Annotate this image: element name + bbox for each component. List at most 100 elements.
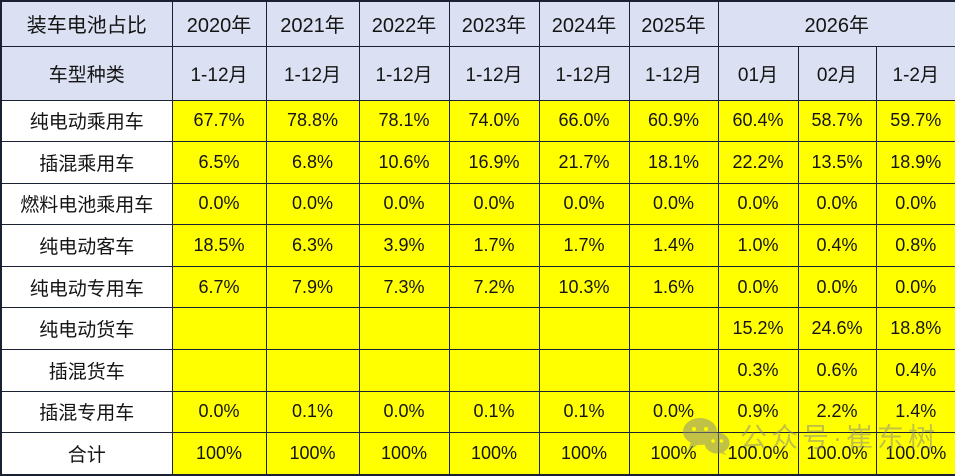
year-header-row: 装车电池占比 2020年 2021年 2022年 2023年 2024年 2025年 2026…	[0, 0, 955, 47]
value-cell	[628, 307, 719, 350]
value-cell: 6.3%	[265, 224, 360, 267]
period-header-cell: 01月	[717, 45, 799, 101]
table-row: 插混专用车 0.0% 0.1% 0.0% 0.1% 0.1% 0.0% 0.9% 2.2% 1.4…	[0, 390, 955, 434]
value-cell	[171, 348, 267, 392]
table-body: 纯电动乘用车 67.7% 78.8% 78.1% 74.0% 66.0% 60.9% 60.4…	[0, 99, 955, 476]
value-cell: 1.4%	[628, 224, 719, 267]
value-cell: 100.0%	[717, 432, 799, 476]
value-cell: 18.8%	[875, 307, 955, 350]
value-cell: 18.5%	[171, 224, 267, 267]
value-cell	[358, 307, 450, 350]
value-cell: 0.0%	[628, 390, 719, 434]
value-cell: 74.0%	[448, 99, 540, 143]
year-header-cell: 2022年	[358, 0, 450, 47]
value-cell: 100%	[538, 432, 630, 476]
row-label-cell: 插混货车	[0, 348, 173, 392]
value-cell: 1.4%	[875, 390, 955, 434]
row-label-cell: 纯电动乘用车	[0, 99, 173, 143]
row-label-cell: 燃料电池乘用车	[0, 182, 173, 226]
value-cell: 0.0%	[717, 265, 799, 309]
period-header-cell: 1-12月	[448, 45, 540, 101]
value-cell: 0.0%	[797, 265, 877, 309]
row-label-cell: 插混专用车	[0, 390, 173, 434]
value-cell: 7.9%	[265, 265, 360, 309]
value-cell: 100.0%	[875, 432, 955, 476]
value-cell: 3.9%	[358, 224, 450, 267]
value-cell: 16.9%	[448, 141, 540, 184]
table-row: 插混乘用车 6.5% 6.8% 10.6% 16.9% 21.7% 18.1% 22.2% 13…	[0, 141, 955, 184]
value-cell: 1.0%	[717, 224, 799, 267]
row-label-cell: 纯电动客车	[0, 224, 173, 267]
value-cell: 0.0%	[797, 182, 877, 226]
table-row: 纯电动货车 15.2% 24.6% 18.8%	[0, 307, 955, 350]
value-cell: 100%	[171, 432, 267, 476]
value-cell: 0.4%	[875, 348, 955, 392]
value-cell: 100.0%	[797, 432, 877, 476]
value-cell: 0.0%	[875, 182, 955, 226]
value-cell: 0.0%	[358, 390, 450, 434]
period-header-cell: 1-12月	[628, 45, 719, 101]
value-cell: 0.0%	[628, 182, 719, 226]
table-row: 燃料电池乘用车 0.0% 0.0% 0.0% 0.0% 0.0% 0.0% 0.0% 0.0% 0…	[0, 182, 955, 226]
value-cell	[538, 348, 630, 392]
value-cell: 0.3%	[717, 348, 799, 392]
value-cell: 13.5%	[797, 141, 877, 184]
value-cell: 0.6%	[797, 348, 877, 392]
value-cell: 21.7%	[538, 141, 630, 184]
value-cell: 1.6%	[628, 265, 719, 309]
value-cell: 1.7%	[448, 224, 540, 267]
value-cell: 100%	[265, 432, 360, 476]
value-cell: 100%	[628, 432, 719, 476]
period-header-cell: 02月	[797, 45, 877, 101]
value-cell: 66.0%	[538, 99, 630, 143]
value-cell: 1.7%	[538, 224, 630, 267]
value-cell: 0.0%	[358, 182, 450, 226]
period-header-cell: 1-12月	[538, 45, 630, 101]
value-cell: 24.6%	[797, 307, 877, 350]
value-cell	[171, 307, 267, 350]
table-title-cell: 装车电池占比	[0, 0, 173, 47]
value-cell: 6.5%	[171, 141, 267, 184]
value-cell: 58.7%	[797, 99, 877, 143]
value-cell	[358, 348, 450, 392]
value-cell: 0.0%	[875, 265, 955, 309]
value-cell	[448, 348, 540, 392]
value-cell: 0.1%	[265, 390, 360, 434]
value-cell: 0.1%	[448, 390, 540, 434]
value-cell: 0.8%	[875, 224, 955, 267]
total-row: 合计 100% 100% 100% 100% 100% 100% 100.0% 100.0% 10…	[0, 432, 955, 476]
value-cell: 6.7%	[171, 265, 267, 309]
value-cell	[265, 348, 360, 392]
period-header-cell: 1-12月	[265, 45, 360, 101]
value-cell: 67.7%	[171, 99, 267, 143]
value-cell	[538, 307, 630, 350]
value-cell: 0.0%	[717, 182, 799, 226]
value-cell: 0.0%	[171, 182, 267, 226]
value-cell: 0.0%	[448, 182, 540, 226]
value-cell: 0.0%	[265, 182, 360, 226]
value-cell	[448, 307, 540, 350]
year-header-cell: 2021年	[265, 0, 360, 47]
value-cell: 18.1%	[628, 141, 719, 184]
value-cell: 22.2%	[717, 141, 799, 184]
value-cell: 18.9%	[875, 141, 955, 184]
value-cell: 60.4%	[717, 99, 799, 143]
value-cell: 7.2%	[448, 265, 540, 309]
value-cell	[628, 348, 719, 392]
table-row: 纯电动客车 18.5% 6.3% 3.9% 1.7% 1.7% 1.4% 1.0% 0.4% 0.…	[0, 224, 955, 267]
value-cell: 0.1%	[538, 390, 630, 434]
value-cell: 15.2%	[717, 307, 799, 350]
value-cell	[265, 307, 360, 350]
value-cell: 78.1%	[358, 99, 450, 143]
period-header-cell: 1-12月	[171, 45, 267, 101]
vehicle-type-header-cell: 车型种类	[0, 45, 173, 101]
value-cell: 0.0%	[171, 390, 267, 434]
period-header-row: 车型种类 1-12月 1-12月 1-12月 1-12月 1-12月 1-12月 01月 02月…	[0, 45, 955, 101]
table-row: 纯电动乘用车 67.7% 78.8% 78.1% 74.0% 66.0% 60.9% 60.4…	[0, 99, 955, 143]
value-cell: 6.8%	[265, 141, 360, 184]
value-cell: 100%	[448, 432, 540, 476]
year-header-cell: 2020年	[171, 0, 267, 47]
value-cell: 2.2%	[797, 390, 877, 434]
